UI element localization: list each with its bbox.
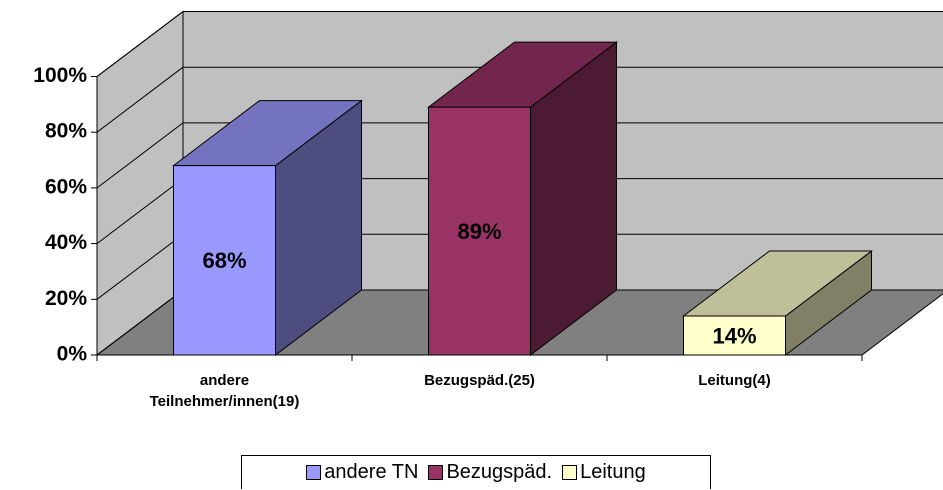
legend-swatch (428, 465, 444, 480)
legend-swatch (562, 465, 578, 480)
bar (173, 165, 276, 356)
legend-label: andere TN (324, 461, 419, 483)
y-tick-label: 60% (45, 175, 87, 198)
grid-line (96, 122, 184, 189)
bar (428, 106, 531, 356)
legend-label: Bezugspäd. (446, 461, 553, 483)
legend-label: Leitung (580, 461, 646, 483)
y-tick-label: 40% (45, 231, 87, 254)
y-tick-label: 0% (57, 343, 88, 366)
y-tick-label: 20% (45, 287, 87, 310)
x-tick-label: andere Teilnehmer/innen(19) (149, 372, 300, 410)
legend-swatch (306, 465, 322, 480)
legend: andere TN Bezugspäd. Leitung (241, 455, 711, 489)
value-label: 68% (202, 248, 246, 273)
grid-line (96, 178, 184, 244)
legend-item: Bezugspäd. (428, 461, 552, 484)
grid-line (96, 233, 184, 300)
legend-item: andere TN (306, 461, 418, 484)
legend-item: Leitung (562, 461, 646, 484)
value-label: 89% (457, 219, 501, 244)
y-tick-label: 100% (33, 64, 87, 87)
y-tick-label: 80% (45, 120, 87, 143)
x-tick-label: Bezugspäd.(25) (424, 372, 535, 389)
grid-line (96, 66, 184, 133)
value-label: 14% (712, 323, 756, 348)
bar (683, 315, 786, 356)
x-tick-label: Leitung(4) (698, 372, 771, 389)
grid-line (96, 11, 184, 77)
grid-line (96, 289, 184, 356)
